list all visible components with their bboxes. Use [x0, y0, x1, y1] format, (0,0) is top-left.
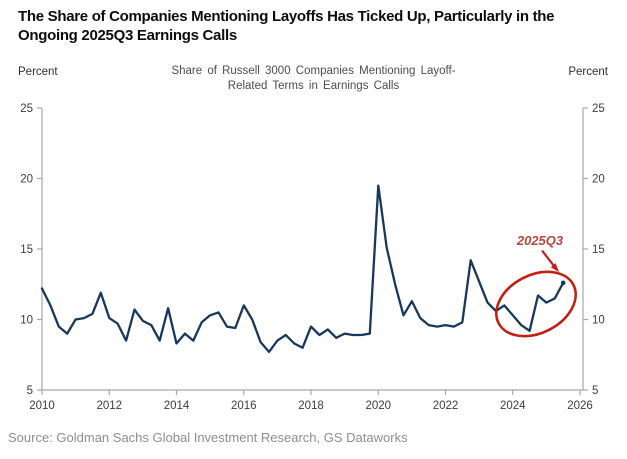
y-axis-unit-left: Percent [18, 66, 58, 78]
y-tick-label-left: 15 [20, 244, 33, 256]
x-tick-label: 2018 [298, 400, 324, 412]
page-title: The Share of Companies Mentioning Layoff… [18, 8, 555, 44]
y-tick-label-right: 15 [592, 244, 605, 256]
annotation-arrowhead [550, 263, 559, 272]
data-series [40, 184, 566, 354]
x-tick-label: 2016 [231, 400, 257, 412]
y-tick-label-right: 25 [592, 103, 605, 115]
y-tick-label-right: 20 [592, 174, 605, 186]
axis-frame [41, 108, 584, 391]
x-tick-label: 2014 [164, 400, 190, 412]
annotation-label: 2025Q3 [516, 233, 564, 248]
annotation-arrow [541, 249, 555, 267]
x-tick-label: 2022 [433, 400, 459, 412]
y-tick-label-left: 5 [27, 385, 33, 397]
y-axis-unit-right: Percent [568, 66, 608, 78]
x-tick-label: 2024 [500, 400, 526, 412]
x-tick-label: 2020 [365, 400, 391, 412]
highlight-circle [495, 270, 577, 338]
y-tick-label-left: 25 [20, 103, 33, 115]
y-tick-label-left: 10 [20, 315, 33, 327]
y-tick-label-left: 20 [20, 174, 33, 186]
annotation: 2025Q3 [495, 233, 577, 338]
x-tick-label: 2026 [567, 400, 593, 412]
x-tick-label: 2010 [29, 400, 55, 412]
x-tick-label: 2012 [96, 400, 122, 412]
chart-title: Share of Russell 3000 Companies Mentioni… [171, 65, 456, 92]
y-tick-label-right: 5 [592, 385, 598, 397]
y-tick-label-right: 10 [592, 315, 605, 327]
latest-point-marker [560, 280, 566, 286]
layoffs-share-line [40, 184, 565, 354]
source-attribution: Source: Goldman Sachs Global Investment … [8, 430, 408, 445]
